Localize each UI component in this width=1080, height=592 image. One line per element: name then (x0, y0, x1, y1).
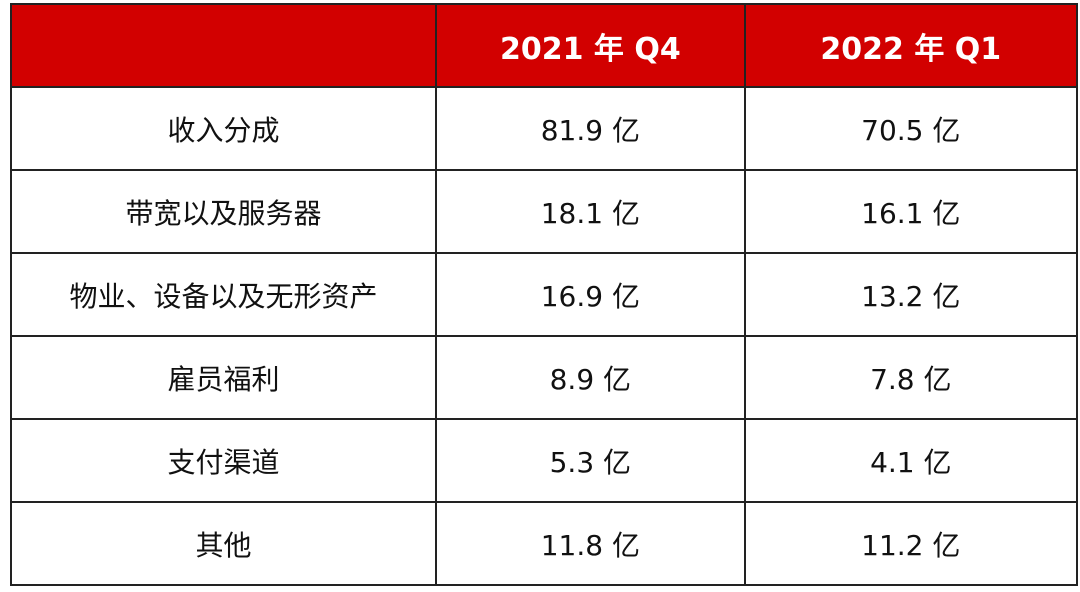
value-cell: 5.3 亿 (435, 418, 746, 503)
label-cell: 支付渠道 (9, 418, 438, 503)
label-cell: 带宽以及服务器 (9, 169, 438, 254)
value-cell: 13.2 亿 (743, 252, 1079, 337)
cost-table: 2021 年 Q4 2022 年 Q1 收入分成 81.9 亿 70.5 亿带宽以及服… (9, 3, 1079, 586)
label-cell: 物业、设备以及无形资产 (9, 252, 438, 337)
header-cell (9, 3, 438, 88)
value-cell: 11.2 亿 (743, 501, 1079, 586)
value-cell: 4.1 亿 (743, 418, 1079, 503)
value-cell: 18.1 亿 (435, 169, 746, 254)
value-cell: 81.9 亿 (435, 86, 746, 171)
value-cell: 11.8 亿 (435, 501, 746, 586)
value-cell: 8.9 亿 (435, 335, 746, 420)
value-cell: 16.9 亿 (435, 252, 746, 337)
label-cell: 收入分成 (9, 86, 438, 171)
table-row: 雇员福利 8.9 亿 7.8 亿 (9, 335, 1079, 420)
header-cell: 2022 年 Q1 (743, 3, 1079, 88)
value-cell: 70.5 亿 (743, 86, 1079, 171)
header-row: 2021 年 Q4 2022 年 Q1 (9, 3, 1079, 88)
table-row: 支付渠道 5.3 亿 4.1 亿 (9, 418, 1079, 503)
header-cell: 2021 年 Q4 (435, 3, 746, 88)
label-cell: 其他 (9, 501, 438, 586)
table-row: 带宽以及服务器 18.1 亿 16.1 亿 (9, 169, 1079, 254)
table-row: 收入分成 81.9 亿 70.5 亿 (9, 86, 1079, 171)
table-row: 其他 11.8 亿 11.2 亿 (9, 501, 1079, 586)
table-row: 物业、设备以及无形资产 16.9 亿 13.2 亿 (9, 252, 1079, 337)
value-cell: 7.8 亿 (743, 335, 1079, 420)
table-body: 收入分成 81.9 亿 70.5 亿带宽以及服务器 18.1 亿 16.1 亿物业、设备… (9, 86, 1079, 586)
value-cell: 16.1 亿 (743, 169, 1079, 254)
label-cell: 雇员福利 (9, 335, 438, 420)
